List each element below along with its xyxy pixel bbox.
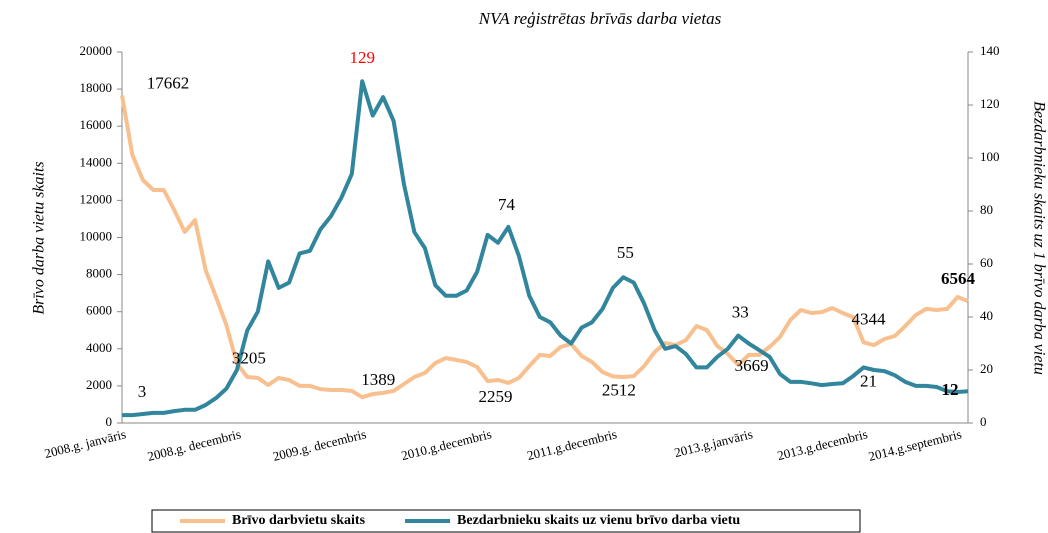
y2-tick-label: 80: [980, 202, 993, 217]
data-label: 21: [860, 371, 877, 390]
y-axis-title: Brīvo darba vietu skaits: [31, 161, 48, 314]
y2-tick-label: 140: [980, 43, 1000, 58]
y-tick-label: 8000: [86, 266, 112, 281]
y2-tick-label: 60: [980, 255, 993, 270]
x-tick-label: 2014.g.septembris: [867, 426, 963, 464]
data-label: 6564: [941, 269, 976, 288]
data-label: 74: [498, 195, 516, 214]
data-label: 33: [732, 302, 749, 321]
data-label: 55: [617, 243, 634, 262]
x-tick-label: 2009.g. decembris: [271, 426, 367, 464]
y2-axis-title: Bezdarbnieku skaits uz 1 brīvo darba vie…: [1030, 101, 1047, 375]
y2-tick-label: 40: [980, 308, 993, 323]
data-label: 2512: [602, 380, 636, 399]
y-tick-label: 2000: [86, 377, 112, 392]
line-series: [120, 95, 969, 400]
y-tick-label: 16000: [80, 117, 113, 132]
data-label: 129: [349, 48, 375, 67]
legend-label: Bezdarbnieku skaits uz vienu brīvo darba…: [457, 513, 740, 528]
y2-tick-label: 20: [980, 361, 993, 376]
x-tick-label: 2013.g.janvāris: [673, 426, 754, 460]
y2-tick-label: 100: [980, 149, 1000, 164]
x-tick-label: 2008.g. janvāris: [43, 426, 128, 461]
y-tick-label: 20000: [80, 43, 113, 58]
y-tick-label: 14000: [80, 154, 113, 169]
data-label: 12: [942, 380, 959, 399]
x-tick-label: 2008.g. decembris: [146, 426, 242, 464]
y-tick-label: 0: [106, 414, 113, 429]
y-tick-label: 12000: [80, 191, 113, 206]
y-tick-label: 6000: [86, 303, 112, 318]
data-label: 2259: [479, 387, 513, 406]
data-label: 3669: [735, 356, 769, 375]
data-label: 4344: [852, 309, 887, 328]
x-tick-label: 2010.g.decembris: [400, 426, 493, 463]
data-label: 1389: [361, 370, 395, 389]
y-tick-label: 10000: [80, 228, 113, 243]
y2-tick-label: 120: [980, 96, 1000, 111]
y2-tick-label: 0: [980, 414, 987, 429]
data-label: 3: [138, 382, 147, 401]
x-tick-label: 2011.g.decembris: [525, 426, 618, 463]
y-tick-label: 18000: [80, 80, 113, 95]
legend-label: Brīvo darbvietu skaits: [232, 513, 366, 528]
data-label: 17662: [147, 73, 190, 92]
y-tick-label: 4000: [86, 340, 112, 355]
x-tick-label: 2013.g.decembris: [776, 426, 869, 463]
data-label: 3205: [232, 348, 266, 367]
line-series: [122, 79, 969, 418]
legend-box: [151, 509, 861, 533]
chart-title: NVA reģistrētas brīvās darba vietas: [478, 9, 722, 28]
